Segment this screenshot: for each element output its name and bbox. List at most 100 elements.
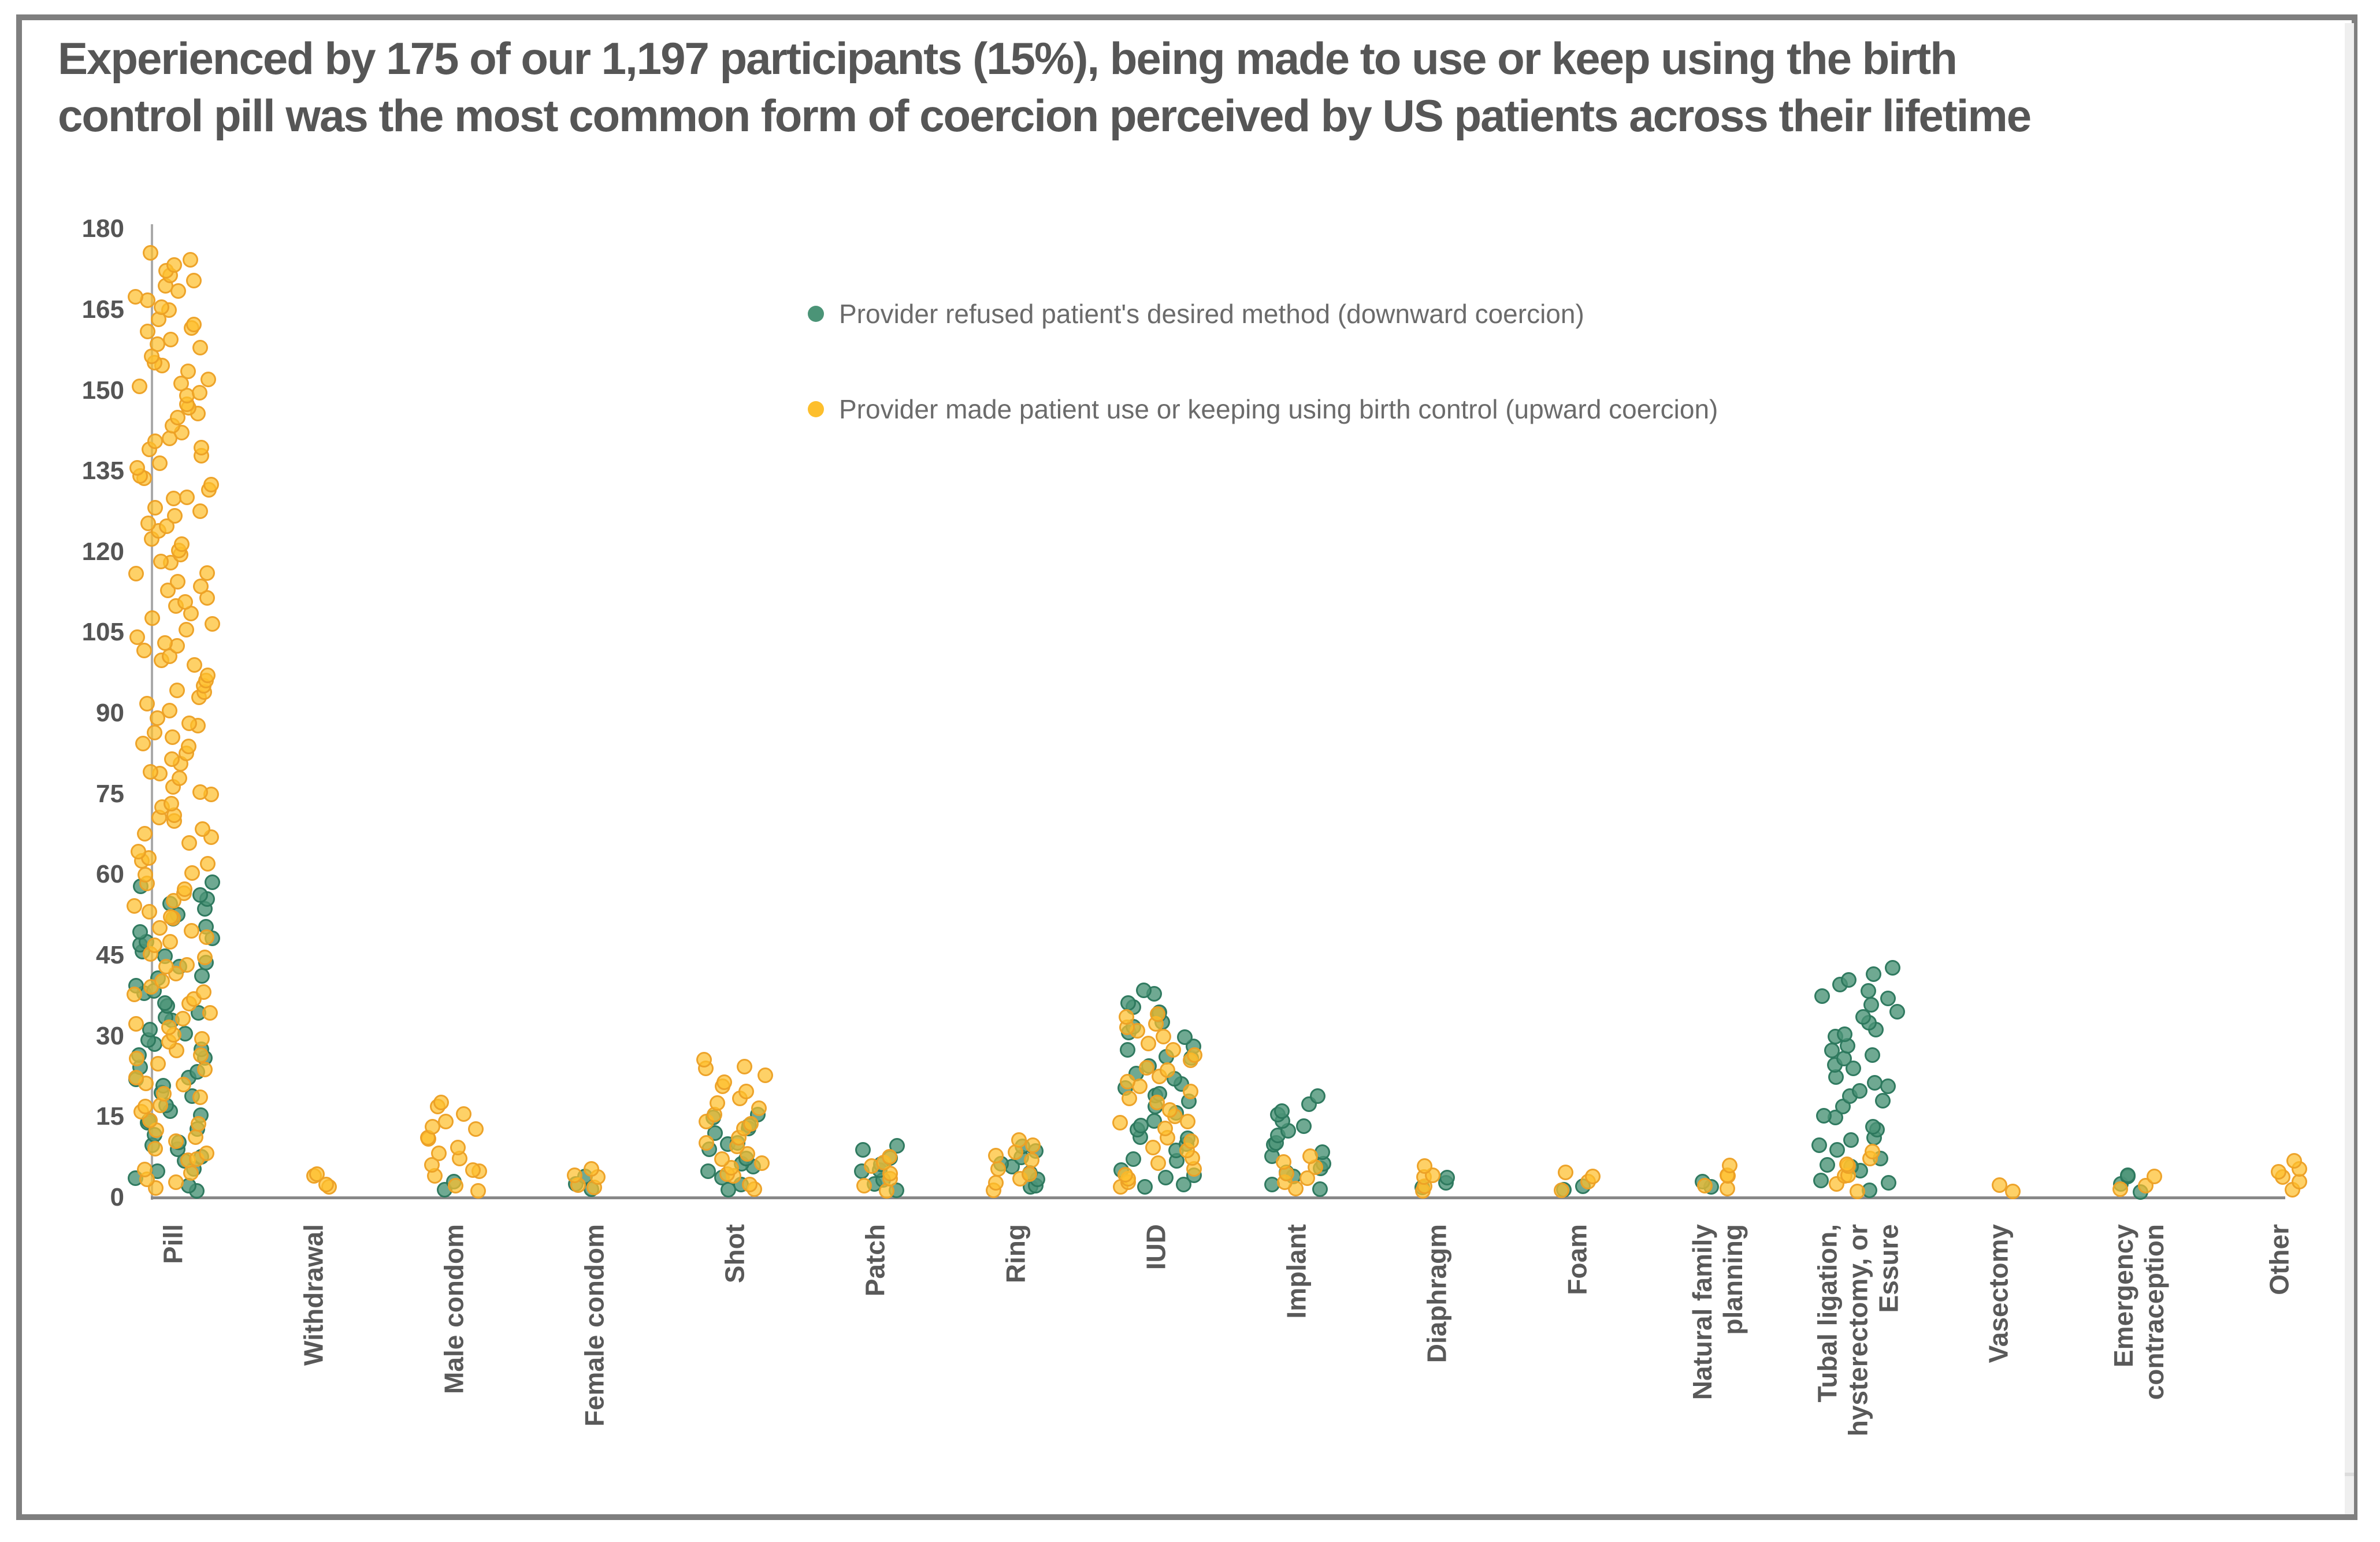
data-point-dot xyxy=(1584,1168,1601,1184)
data-point-dot xyxy=(309,1166,325,1182)
data-point-dot xyxy=(1836,1026,1852,1042)
y-tick-label: 105 xyxy=(81,618,124,647)
scrollbar-track[interactable] xyxy=(2345,23,2354,1514)
x-category-label: Foam xyxy=(1562,1224,1592,1295)
data-point-dot xyxy=(192,385,208,401)
data-point-dot xyxy=(751,1100,767,1117)
data-point-dot xyxy=(1824,1042,1840,1058)
data-point-dot xyxy=(169,683,185,699)
data-point-dot xyxy=(1863,996,1879,1013)
data-point-dot xyxy=(201,371,217,387)
data-point-dot xyxy=(176,1076,192,1092)
data-point-dot xyxy=(162,933,178,950)
data-point-dot xyxy=(990,1161,1006,1177)
data-point-dot xyxy=(162,909,179,925)
y-tick-label: 0 xyxy=(110,1183,124,1211)
data-point-dot xyxy=(455,1106,471,1122)
data-point-dot xyxy=(1120,1073,1136,1089)
data-point-dot xyxy=(129,629,146,645)
data-point-dot xyxy=(1141,1036,1157,1052)
data-point-dot xyxy=(162,702,178,718)
data-point-dot xyxy=(450,1139,466,1155)
data-point-dot xyxy=(1309,1088,1325,1104)
data-point-dot xyxy=(192,887,209,903)
data-point-dot xyxy=(709,1095,725,1111)
data-point-dot xyxy=(169,574,185,590)
data-point-dot xyxy=(158,518,174,534)
data-point-dot xyxy=(1274,1103,1290,1119)
data-point-dot xyxy=(184,865,201,881)
data-point-dot xyxy=(1889,1004,1905,1020)
x-category-label: Pill xyxy=(158,1224,188,1265)
data-point-dot xyxy=(1865,1144,1881,1160)
y-tick-label: 90 xyxy=(96,699,124,728)
data-point-dot xyxy=(2286,1152,2303,1169)
data-point-dot xyxy=(1811,1137,1828,1154)
y-tick-label: 165 xyxy=(81,295,124,324)
data-point-dot xyxy=(126,986,142,1002)
data-point-dot xyxy=(131,843,147,859)
data-point-dot xyxy=(318,1176,334,1192)
data-point-dot xyxy=(433,1094,449,1110)
data-point-dot xyxy=(196,950,213,966)
legend-green-dot-icon xyxy=(808,306,824,322)
data-point-dot xyxy=(738,1083,754,1099)
data-point-dot xyxy=(447,1178,463,1194)
x-category-label: Tubal ligation, hysterectomy, or Essure xyxy=(1812,1224,1904,1437)
data-point-dot xyxy=(176,881,192,897)
data-point-dot xyxy=(147,1141,163,1157)
data-point-dot xyxy=(742,1177,758,1193)
data-point-dot xyxy=(1183,1084,1198,1100)
data-point-dot xyxy=(172,770,188,786)
data-point-dot xyxy=(143,763,159,780)
data-point-dot xyxy=(153,554,169,569)
data-point-dot xyxy=(147,724,163,740)
data-point-dot xyxy=(1117,1166,1134,1183)
data-point-dot xyxy=(147,1180,164,1196)
data-point-dot xyxy=(140,515,156,531)
data-point-dot xyxy=(699,1135,715,1151)
data-point-dot xyxy=(194,1031,210,1047)
data-point-dot xyxy=(158,959,174,975)
data-point-dot xyxy=(758,1067,774,1084)
data-point-dot xyxy=(129,460,146,476)
data-point-dot xyxy=(1021,1166,1037,1182)
data-point-dot xyxy=(696,1052,712,1068)
data-point-dot xyxy=(1815,1107,1832,1124)
x-category-label: Emergency contraception xyxy=(2108,1224,2169,1400)
x-category-label: Natural family planning xyxy=(1687,1224,1748,1400)
y-tick-label: 120 xyxy=(81,537,124,566)
data-point-dot xyxy=(147,937,163,953)
data-point-dot xyxy=(1136,983,1152,999)
data-point-dot xyxy=(152,920,168,936)
data-point-dot xyxy=(430,1145,447,1161)
data-point-dot xyxy=(161,648,177,665)
y-tick-label: 30 xyxy=(96,1021,124,1050)
legend-item-upward-coercion: Provider made patient use or keeping usi… xyxy=(808,392,1718,427)
data-point-dot xyxy=(153,299,169,315)
data-point-dot xyxy=(168,1174,184,1191)
data-point-dot xyxy=(163,796,179,812)
data-point-dot xyxy=(187,657,203,673)
data-point-dot xyxy=(1814,988,1830,1004)
y-tick-label: 45 xyxy=(96,941,124,970)
data-point-dot xyxy=(425,1119,441,1135)
x-category-label: Female condom xyxy=(579,1224,610,1427)
y-tick-label: 75 xyxy=(96,779,124,808)
data-point-dot xyxy=(583,1161,599,1177)
data-point-dot xyxy=(175,1010,191,1026)
data-point-dot xyxy=(181,715,197,731)
data-point-dot xyxy=(855,1141,871,1158)
data-point-dot xyxy=(194,968,210,984)
data-point-dot xyxy=(1558,1165,1574,1181)
data-point-dot xyxy=(1866,966,1881,983)
data-point-dot xyxy=(1874,1093,1891,1109)
data-point-dot xyxy=(161,1020,177,1036)
data-point-dot xyxy=(195,821,211,837)
data-point-dot xyxy=(187,1129,203,1146)
data-point-dot xyxy=(1884,959,1900,976)
legend-label: Provider refused patient's desired metho… xyxy=(839,299,1584,329)
data-point-dot xyxy=(1025,1137,1041,1154)
data-point-dot xyxy=(185,317,202,333)
data-point-dot xyxy=(1275,1154,1291,1170)
